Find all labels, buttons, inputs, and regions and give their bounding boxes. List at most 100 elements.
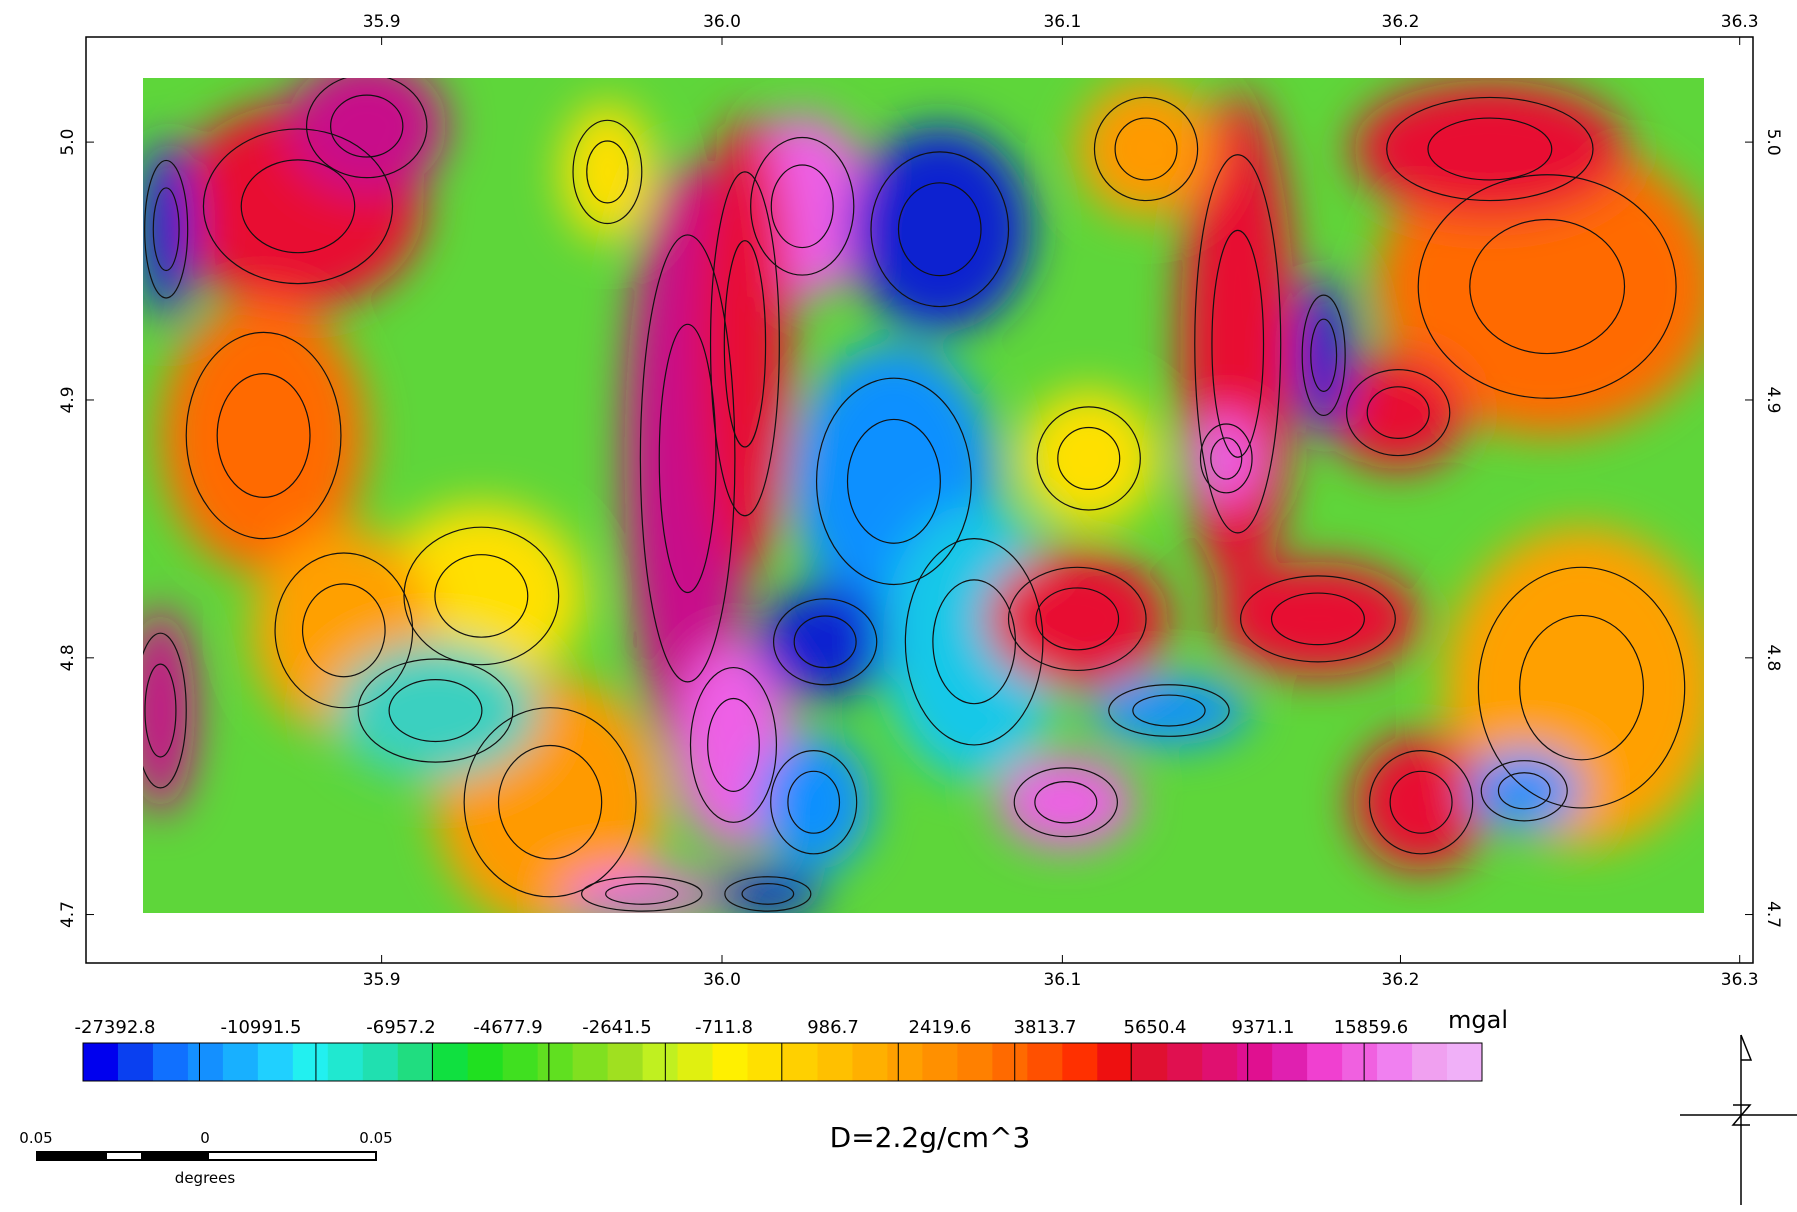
legend-label: -27392.8 <box>75 1017 156 1038</box>
legend-unit: mgal <box>1448 1006 1508 1034</box>
legend-swatch <box>1062 1043 1097 1081</box>
legend-swatch <box>293 1043 328 1081</box>
density-note: D=2.2g/cm^3 <box>830 1121 1031 1154</box>
legend-swatch <box>1027 1043 1062 1081</box>
y-tick-label: 5.0 <box>58 129 78 156</box>
legend-swatch <box>433 1043 468 1081</box>
legend-swatch <box>258 1043 293 1081</box>
legend-swatch <box>538 1043 573 1081</box>
legend-label: 2419.6 <box>909 1017 972 1038</box>
legend-swatch <box>713 1043 748 1081</box>
legend-swatch <box>783 1043 818 1081</box>
anomaly-blob <box>1215 562 1421 677</box>
y-tick-label: 4.8 <box>58 644 78 671</box>
anomaly-blob <box>287 57 447 195</box>
anomaly-blob <box>711 871 826 917</box>
anomaly-blob <box>562 103 654 241</box>
y-tick-label: 4.8 <box>1763 644 1783 671</box>
legend-label: -10991.5 <box>221 1017 302 1038</box>
x-tick-label: 36.1 <box>1043 12 1081 32</box>
legend-label: 986.7 <box>807 1017 859 1038</box>
legend-swatch <box>992 1043 1027 1081</box>
anomaly-blob <box>138 138 195 321</box>
legend-swatch <box>188 1043 223 1081</box>
scale-unit: degrees <box>175 1169 236 1187</box>
legend-swatch <box>748 1043 783 1081</box>
legend-label: 9371.1 <box>1232 1017 1295 1038</box>
y-tick-label: 4.7 <box>1763 901 1783 928</box>
scale-bar: 0.05 0 0.05 degrees <box>19 1129 392 1187</box>
x-tick-label: 36.3 <box>1721 970 1759 990</box>
anomaly-blob <box>562 871 722 917</box>
legend-swatch <box>153 1043 188 1081</box>
color-legend: -27392.8-10991.5-6957.2-4677.9-2641.5-71… <box>75 1006 1508 1081</box>
legend-swatch <box>83 1043 118 1081</box>
scale-label: 0.05 <box>19 1129 52 1147</box>
scale-bar-segment <box>37 1152 107 1160</box>
anomaly-blob <box>1020 390 1158 528</box>
legend-swatch <box>957 1043 992 1081</box>
legend-label: 15859.6 <box>1334 1017 1408 1038</box>
legend-swatch <box>678 1043 713 1081</box>
legend-label: -2641.5 <box>582 1017 651 1038</box>
anomaly-blob <box>1192 413 1261 505</box>
y-tick-label: 4.9 <box>1763 386 1783 413</box>
legend-swatch <box>922 1043 957 1081</box>
legend-swatch <box>328 1043 363 1081</box>
legend-swatch <box>608 1043 643 1081</box>
x-tick-label: 36.0 <box>703 12 741 32</box>
x-tick-label: 35.9 <box>363 970 401 990</box>
x-tick-label: 36.2 <box>1382 970 1420 990</box>
x-tick-label: 36.0 <box>703 970 741 990</box>
legend-swatch <box>363 1043 398 1081</box>
anomaly-blob <box>756 733 871 871</box>
y-tick-label: 4.7 <box>58 901 78 928</box>
legend-swatch <box>1132 1043 1167 1081</box>
legend-swatch <box>1097 1043 1132 1081</box>
legend-swatch <box>573 1043 608 1081</box>
anomaly-blob <box>1077 80 1215 218</box>
anomaly-blob <box>756 584 894 699</box>
x-tick-label: 35.9 <box>363 12 401 32</box>
anomaly-blob <box>1089 676 1249 745</box>
legend-label: -711.8 <box>695 1017 753 1038</box>
scale-bar-segment <box>141 1152 209 1160</box>
legend-swatch <box>1377 1043 1412 1081</box>
legend-swatch <box>118 1043 153 1081</box>
legend-swatch <box>1202 1043 1237 1081</box>
x-tick-label: 36.3 <box>1721 12 1759 32</box>
north-arrow <box>1680 1035 1797 1205</box>
gravity-map-figure: 35.9 35.9 36.0 36.0 36.1 36.1 36.2 36.2 36.3 36.3… <box>0 0 1797 1208</box>
anomaly-map <box>126 57 1719 928</box>
legend-label: 3813.7 <box>1014 1017 1077 1038</box>
scale-label: 0 <box>200 1129 210 1147</box>
legend-swatch <box>398 1043 433 1081</box>
legend-swatch <box>1412 1043 1447 1081</box>
anomaly-blob <box>1352 80 1627 218</box>
legend-swatch <box>1237 1043 1272 1081</box>
x-tick-label: 36.2 <box>1382 12 1420 32</box>
legend-swatch <box>503 1043 538 1081</box>
x-tick-label: 36.1 <box>1043 970 1081 990</box>
anomaly-blob <box>848 126 1031 332</box>
page: 35.9 35.9 36.0 36.0 36.1 36.1 36.2 36.2 36.3 36.3… <box>0 0 1797 1208</box>
legend-swatch <box>223 1043 258 1081</box>
legend-swatch <box>468 1043 503 1081</box>
legend-swatch <box>1447 1043 1482 1081</box>
legend-swatch <box>852 1043 887 1081</box>
legend-label: 5650.4 <box>1124 1017 1187 1038</box>
legend-swatch <box>1167 1043 1202 1081</box>
legend-swatch <box>817 1043 852 1081</box>
anomaly-blob <box>332 642 538 780</box>
legend-swatch <box>1272 1043 1307 1081</box>
anomaly-blob <box>1295 275 1352 435</box>
anomaly-blob <box>1352 733 1490 871</box>
legend-swatch <box>643 1043 678 1081</box>
anomaly-blob <box>126 607 195 813</box>
legend-label: -4677.9 <box>473 1017 542 1038</box>
legend-swatch <box>1307 1043 1342 1081</box>
legend-swatch <box>1342 1043 1377 1081</box>
anomaly-blob <box>997 756 1135 848</box>
scale-label: 0.05 <box>359 1129 392 1147</box>
legend-swatch <box>887 1043 922 1081</box>
